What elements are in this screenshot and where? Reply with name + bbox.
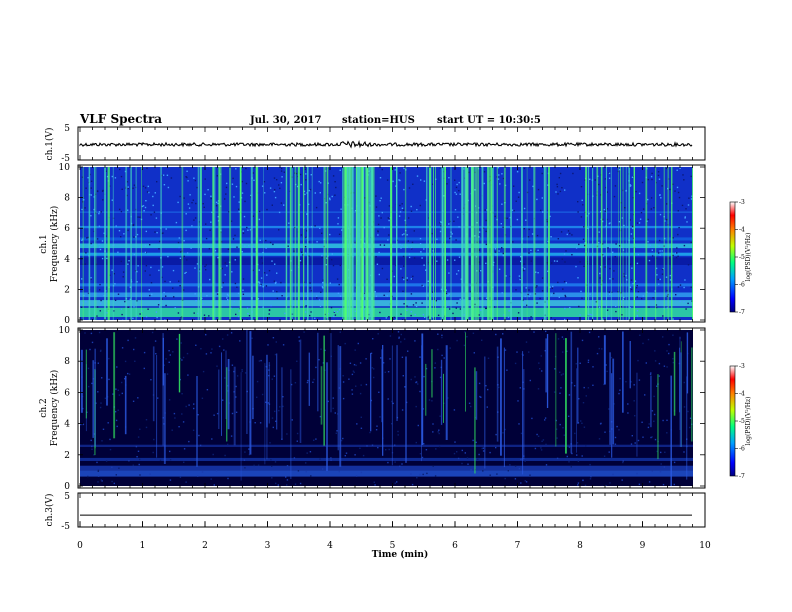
ch1-colorbar-tick: -6 [739, 282, 745, 289]
xaxis-tick-label: 4 [327, 541, 333, 551]
xaxis-label: Time (min) [372, 549, 429, 560]
ch2-ytick-label: 8 [64, 357, 70, 367]
ch1-ytick-label: 10 [59, 163, 71, 173]
ch1-ytick-label: 8 [64, 194, 70, 204]
ch1-spectrogram-image [80, 167, 693, 320]
ch2-ytick-label: 2 [64, 451, 70, 461]
ch2-ytick-label: 10 [59, 326, 71, 336]
ch2-ytick-label: 4 [64, 420, 70, 430]
ch1-spectrogram-panel: 0 2 4 6 8 10 ch.1 Frequency (kHz) [39, 163, 706, 326]
ch2-colorbar-label: log(PSD)(V²/Hz) [745, 397, 752, 446]
ch1-ytick-label: 2 [64, 285, 70, 295]
ch2-colorbar-tick: -6 [739, 446, 745, 453]
ch1-waveform-trace [79, 139, 693, 149]
ch2-ylabel-channel: ch.2 [39, 398, 49, 417]
ch1-ytick-label: 6 [64, 224, 70, 234]
xaxis-tick-label: 8 [577, 541, 583, 551]
time-axis: 0 1 2 3 4 5 6 7 8 9 10 [77, 521, 711, 551]
ch2-colorbar-tick: -3 [739, 363, 745, 370]
xaxis-tick-label: 1 [140, 541, 146, 551]
ch1-ylabel: ch.1(V) [44, 128, 55, 161]
ch1-colorbar-tick: -5 [739, 254, 745, 261]
ch1-ylabel-frequency: Frequency (kHz) [49, 206, 60, 283]
header-start-time: start UT = 10:30:5 [437, 115, 541, 126]
ch2-ytick-label: 6 [64, 388, 70, 398]
ch3-ylabel: ch.3(V) [44, 494, 55, 527]
ch1-colorbar: -3 -4 -5 -6 -7 log(PSD)(V²/Hz) [729, 199, 752, 316]
ch2-colorbar-tick: -4 [739, 391, 745, 398]
xaxis-tick-label: 6 [452, 541, 458, 551]
ch2-colorbar: -3 -4 -5 -6 -7 log(PSD)(V²/Hz) [729, 363, 752, 480]
xaxis-tick-label: 9 [640, 541, 646, 551]
ch3-ytick-bottom: -5 [61, 522, 70, 532]
ch1-colorbar-label: log(PSD)(V²/Hz) [745, 233, 752, 282]
xaxis-tick-label: 5 [390, 541, 396, 551]
ch2-colorbar-tick: -7 [739, 473, 745, 480]
xaxis-tick-label: 7 [515, 541, 521, 551]
ch1-ytick-top: 5 [64, 124, 70, 134]
ch1-colorbar-tick: -3 [739, 199, 745, 206]
ch1-ylabel-channel: ch.1 [39, 234, 49, 253]
xaxis-tick-label: 2 [202, 541, 208, 551]
ch1-colorbar-tick: -7 [739, 309, 745, 316]
ch2-spectrogram-image [80, 330, 693, 486]
xaxis-tick-label: 10 [699, 541, 711, 551]
ch1-waveform-panel: 5 -5 ch.1(V) [44, 124, 706, 164]
ch2-spectrogram-panel: 0 2 4 6 8 10 ch.2 Frequency (kHz) [39, 326, 706, 492]
header-date: Jul. 30, 2017 [249, 115, 322, 126]
ch1-colorbar-tick: -4 [739, 227, 745, 234]
ch1-ytick-label: 4 [64, 255, 70, 265]
ch2-ytick-label: 0 [64, 482, 70, 492]
ch2-colorbar-tick: -5 [739, 418, 745, 425]
ch2-ylabel-frequency: Frequency (kHz) [49, 370, 60, 447]
ch3-ytick-top: 5 [64, 492, 70, 502]
header-station: station=HUS [342, 115, 415, 126]
ch3-waveform-panel: 5 -5 ch.3(V) [44, 492, 706, 532]
xaxis-tick-label: 3 [265, 541, 271, 551]
figure-title: VLF Spectra [79, 112, 162, 126]
ch1-ytick-label: 0 [64, 316, 70, 326]
xaxis-tick-label: 0 [77, 541, 83, 551]
ch1-ytick-bottom: -5 [61, 154, 70, 164]
